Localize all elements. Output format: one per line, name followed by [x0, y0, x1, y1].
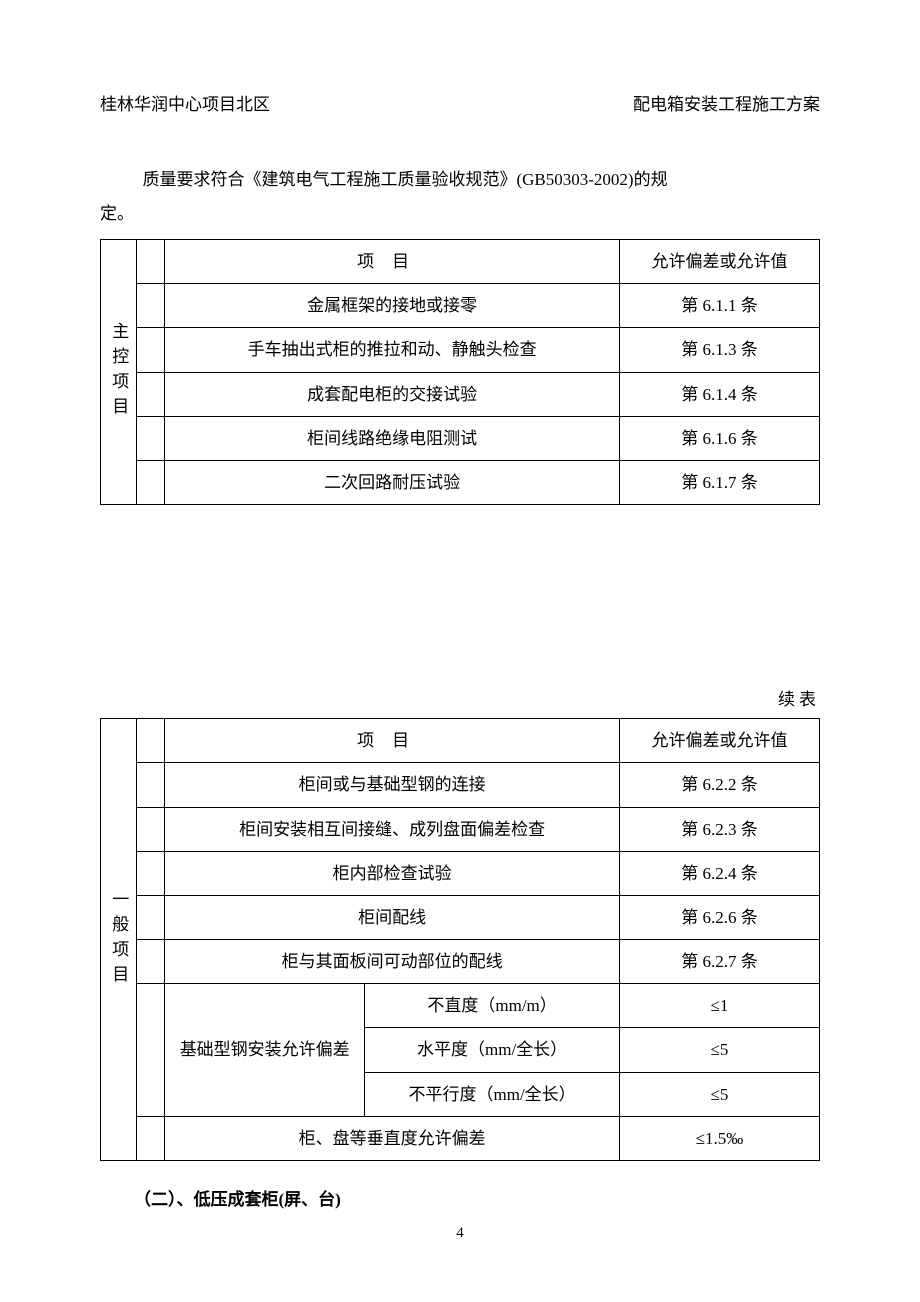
column-header-item: 项目 [165, 240, 620, 284]
value-cell: 第 6.2.6 条 [620, 895, 820, 939]
item-cell: 手车抽出式柜的推拉和动、静触头检查 [165, 328, 620, 372]
value-cell: 第 6.2.3 条 [620, 807, 820, 851]
table-main-control: 主控项目 项目 允许偏差或允许值 金属框架的接地或接零 第 6.1.1 条 手车… [100, 239, 820, 505]
section-heading: （二）、低压成套柜(屏、台) [134, 1185, 820, 1210]
empty-cell [137, 763, 165, 807]
value-cell: ≤1.5‰ [620, 1116, 820, 1160]
intro-line-2: 定。 [100, 197, 820, 231]
category-header-main: 主控项目 [101, 240, 137, 505]
empty-cell [137, 851, 165, 895]
value-cell: 第 6.1.4 条 [620, 372, 820, 416]
value-cell: 第 6.2.7 条 [620, 940, 820, 984]
item-cell: 柜与其面板间可动部位的配线 [165, 940, 620, 984]
empty-cell [137, 416, 165, 460]
intro-line-1: 质量要求符合《建筑电气工程施工质量验收规范》(GB50303-2002)的规 [100, 163, 820, 197]
continued-label: 续表 [100, 685, 820, 710]
item-cell: 柜间安装相互间接缝、成列盘面偏差检查 [165, 807, 620, 851]
header-left: 桂林华润中心项目北区 [100, 90, 270, 115]
empty-cell [137, 372, 165, 416]
column-header-value: 允许偏差或允许值 [620, 240, 820, 284]
empty-cell [137, 807, 165, 851]
page-header: 桂林华润中心项目北区 配电箱安装工程施工方案 [100, 90, 820, 115]
empty-cell [137, 328, 165, 372]
value-cell: 第 6.2.4 条 [620, 851, 820, 895]
value-cell: 第 6.1.3 条 [620, 328, 820, 372]
value-cell: ≤5 [620, 1072, 820, 1116]
sub-item-cell: 不平行度（mm/全长） [365, 1072, 620, 1116]
table-row: 基础型钢安装允许偏差 不直度（mm/m） ≤1 [101, 984, 820, 1028]
table-row: 手车抽出式柜的推拉和动、静触头检查 第 6.1.3 条 [101, 328, 820, 372]
table-row: 柜间配线 第 6.2.6 条 [101, 895, 820, 939]
item-cell: 柜间线路绝缘电阻测试 [165, 416, 620, 460]
item-cell: 柜间配线 [165, 895, 620, 939]
category-header-general: 一般项目 [101, 719, 137, 1161]
item-cell: 金属框架的接地或接零 [165, 284, 620, 328]
table-row: 柜间安装相互间接缝、成列盘面偏差检查 第 6.2.3 条 [101, 807, 820, 851]
subgroup-label: 基础型钢安装允许偏差 [165, 984, 365, 1117]
table-row: 柜内部检查试验 第 6.2.4 条 [101, 851, 820, 895]
table-general: 一般项目 项目 允许偏差或允许值 柜间或与基础型钢的连接 第 6.2.2 条 柜… [100, 718, 820, 1161]
value-cell: 第 6.1.1 条 [620, 284, 820, 328]
sub-item-cell: 水平度（mm/全长） [365, 1028, 620, 1072]
empty-cell [137, 284, 165, 328]
table-row: 成套配电柜的交接试验 第 6.1.4 条 [101, 372, 820, 416]
empty-cell [137, 460, 165, 504]
table-row: 柜与其面板间可动部位的配线 第 6.2.7 条 [101, 940, 820, 984]
value-cell: ≤1 [620, 984, 820, 1028]
table-header-row: 主控项目 项目 允许偏差或允许值 [101, 240, 820, 284]
table-row: 金属框架的接地或接零 第 6.1.1 条 [101, 284, 820, 328]
item-cell: 成套配电柜的交接试验 [165, 372, 620, 416]
column-header-item: 项目 [165, 719, 620, 763]
value-cell: 第 6.1.7 条 [620, 460, 820, 504]
value-cell: 第 6.1.6 条 [620, 416, 820, 460]
item-cell: 柜内部检查试验 [165, 851, 620, 895]
empty-cell [137, 984, 165, 1117]
empty-cell [137, 895, 165, 939]
table-header-row: 一般项目 项目 允许偏差或允许值 [101, 719, 820, 763]
item-cell: 柜、盘等垂直度允许偏差 [165, 1116, 620, 1160]
empty-cell [137, 1116, 165, 1160]
column-header-value: 允许偏差或允许值 [620, 719, 820, 763]
empty-cell [137, 940, 165, 984]
item-cell: 柜间或与基础型钢的连接 [165, 763, 620, 807]
sub-item-cell: 不直度（mm/m） [365, 984, 620, 1028]
table-row: 柜、盘等垂直度允许偏差 ≤1.5‰ [101, 1116, 820, 1160]
empty-cell [137, 240, 165, 284]
table-row: 柜间线路绝缘电阻测试 第 6.1.6 条 [101, 416, 820, 460]
table-row: 柜间或与基础型钢的连接 第 6.2.2 条 [101, 763, 820, 807]
value-cell: 第 6.2.2 条 [620, 763, 820, 807]
item-cell: 二次回路耐压试验 [165, 460, 620, 504]
page-number: 4 [456, 1225, 464, 1242]
value-cell: ≤5 [620, 1028, 820, 1072]
empty-cell [137, 719, 165, 763]
table-row: 二次回路耐压试验 第 6.1.7 条 [101, 460, 820, 504]
header-right: 配电箱安装工程施工方案 [633, 90, 820, 115]
